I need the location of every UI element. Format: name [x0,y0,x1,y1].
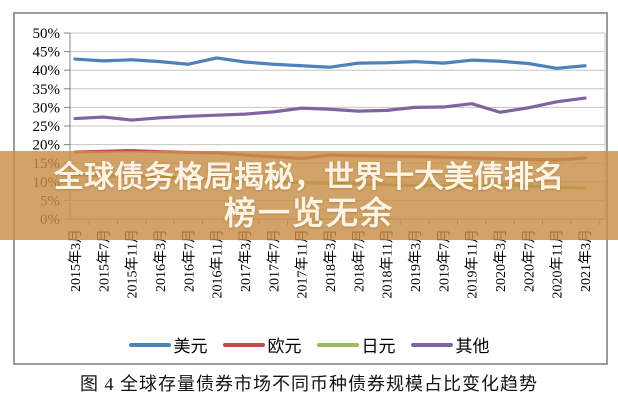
x-tick-label: 2017年11月 [295,229,311,298]
y-tick-label: 45% [33,45,61,61]
figure-caption: 图 4 全球存量债券市场不同币种债券规模占比变化趋势 [80,374,538,394]
banner-headline-line1: 全球债务格局揭秘，世界十大美债排名 [54,160,564,194]
x-tick-label: 2015年3月 [68,229,84,292]
legend-swatch-usd [128,342,171,347]
y-tick-label: 25% [33,119,61,135]
x-tick-label: 2016年3月 [153,229,169,292]
x-tick-label: 2018年3月 [323,229,339,292]
x-tick-label: 2018年7月 [351,229,367,292]
x-tick-label: 2020年3月 [493,229,509,292]
x-tick-label: 2019年11月 [465,229,481,298]
x-tick-label: 2020年11月 [550,229,566,298]
legend-label-jpy: 日元 [361,337,396,356]
x-tick-label: 2016年11月 [210,229,226,298]
x-tick-label: 2019年3月 [408,229,424,292]
x-tick-label: 2021年3月 [578,229,594,292]
y-tick-label: 20% [33,138,61,154]
x-tick-label: 2018年11月 [380,229,396,298]
usd-line [73,56,587,70]
x-tick-label: 2020年7月 [521,229,537,292]
x-tick-label: 2016年7月 [181,229,197,292]
legend-label-eur: 欧元 [267,337,302,356]
y-tick-label: 50% [33,26,61,42]
other-line [73,96,587,122]
x-tick-label: 2017年3月 [238,229,254,292]
legend-label-other: 其他 [455,337,490,356]
x-tick-label: 2019年7月 [436,229,452,292]
x-tick-label: 2017年7月 [266,229,282,292]
legend-item-eur: 欧元 [222,332,302,357]
legend-item-usd: 美元 [128,332,208,357]
legend-swatch-other [410,342,453,347]
legend-swatch-jpy [316,342,359,347]
legend-swatch-eur [222,342,265,347]
headline-banner-overlay: 全球债务格局揭秘，世界十大美债排名 榜一览无余 [0,151,618,240]
y-tick-label: 40% [33,63,61,79]
x-tick-label: 2015年7月 [96,229,112,292]
legend-label-usd: 美元 [173,337,208,356]
y-tick-label: 30% [33,100,61,116]
y-tick-label: 35% [33,82,61,98]
legend: 美元 欧元 日元 其他 [0,332,618,357]
banner-headline-line2: 榜一览无余 [223,194,394,231]
x-tick-label: 2015年11月 [125,229,141,298]
legend-item-other: 其他 [410,332,490,357]
legend-item-jpy: 日元 [316,332,396,357]
